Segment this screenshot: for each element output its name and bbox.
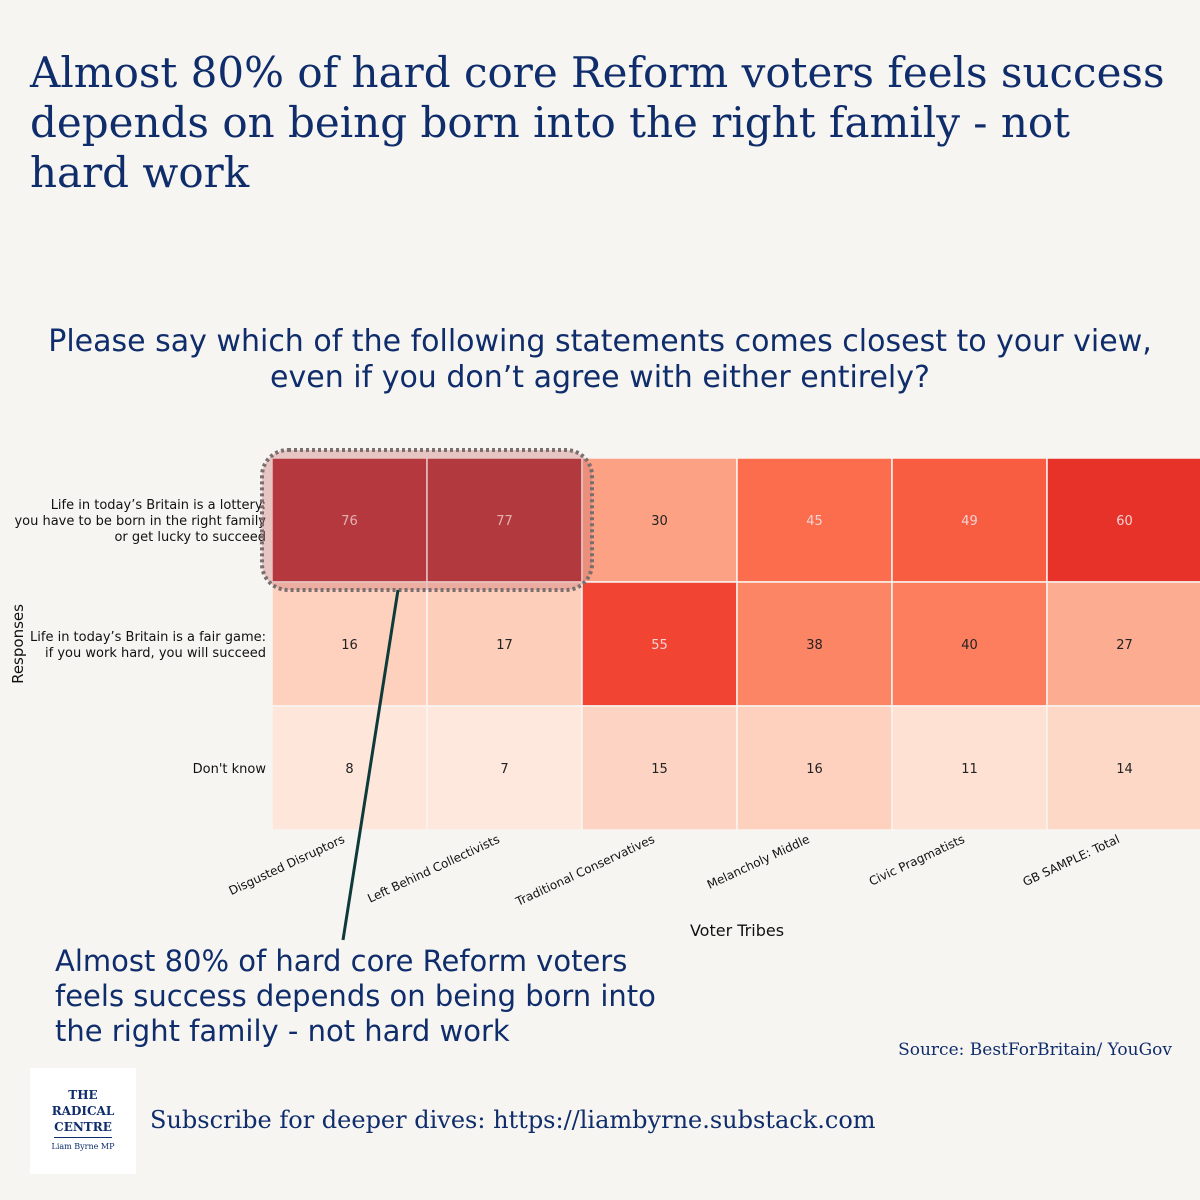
cell-value: 38: [806, 638, 823, 653]
column-label: Traditional Conservatives: [513, 832, 657, 909]
heatmap-cell: [426, 705, 583, 831]
row-label: Don't know: [193, 762, 267, 777]
headline: Almost 80% of hard core Reform voters fe…: [30, 48, 1165, 197]
highlight-annotation: Almost 80% of hard core Reform voters fe…: [55, 944, 656, 1048]
logo-line-4: Liam Byrne MP: [51, 1142, 115, 1151]
cell-value: 49: [961, 514, 978, 529]
highlight-box: [260, 448, 594, 592]
heatmap-cell: [736, 705, 893, 831]
row-label: you have to be born in the right family: [14, 514, 266, 529]
y-axis-label: Responses: [9, 604, 27, 684]
x-axis-label: Voter Tribes: [690, 921, 784, 940]
heatmap-cell: [1046, 581, 1200, 707]
cell-value: 8: [345, 762, 353, 777]
cell-value: 15: [651, 762, 668, 777]
heatmap-cell: [891, 705, 1048, 831]
cell-value: 27: [1116, 638, 1133, 653]
row-label: Life in today’s Britain is a lottery:: [51, 498, 266, 513]
annotation-pointer-line: [341, 589, 400, 941]
heatmap-cell: [581, 705, 738, 831]
survey-question: Please say which of the following statem…: [48, 324, 1152, 395]
column-label: GB SAMPLE: Total: [1021, 832, 1122, 889]
column-label: Left Behind Collectivists: [365, 832, 501, 906]
cell-value: 55: [651, 638, 668, 653]
column-label: Disgusted Disruptors: [227, 832, 347, 898]
logo-rule: [54, 1137, 112, 1138]
heatmap-cell: [736, 581, 893, 707]
heatmap-chart: 76 77 30 45 49 60 Life in today’s Britain is a…: [9, 448, 1200, 941]
row-label: if you work hard, you will succeed: [45, 646, 266, 661]
cell-value: 60: [1116, 514, 1133, 529]
cell-value: 76: [341, 514, 358, 529]
row-label: or get lucky to succeed: [114, 530, 266, 545]
heatmap-cell: [1046, 705, 1200, 831]
radical-centre-logo: THE RADICAL CENTRE Liam Byrne MP: [30, 1068, 136, 1174]
cell-value: 17: [496, 638, 513, 653]
column-label: Civic Pragmatists: [867, 832, 967, 889]
heatmap-cell: [271, 457, 428, 583]
logo-line-2: RADICAL: [51, 1104, 115, 1118]
logo-line-1: THE: [68, 1088, 98, 1102]
subscribe-link[interactable]: Subscribe for deeper dives: https://liam…: [150, 1106, 876, 1134]
cell-value: 77: [496, 514, 513, 529]
cell-value: 7: [500, 762, 508, 777]
logo-line-3: CENTRE: [54, 1120, 112, 1134]
heatmap-cell: [271, 581, 428, 707]
cell-value: 16: [806, 762, 823, 777]
heatmap-cell: [426, 581, 583, 707]
heatmap-cell: [271, 705, 428, 831]
column-label: Melancholy Middle: [705, 832, 812, 892]
source-note: Source: BestForBritain/ YouGov: [898, 1040, 1172, 1060]
heatmap-cell: [581, 581, 738, 707]
heatmap-cell: [581, 457, 738, 583]
cell-value: 45: [806, 514, 823, 529]
cell-value: 11: [961, 762, 978, 777]
row-label: Life in today’s Britain is a fair game:: [30, 630, 266, 645]
cell-value: 14: [1116, 762, 1133, 777]
cell-value: 40: [961, 638, 978, 653]
heatmap-cell: [891, 457, 1048, 583]
heatmap-cell: [736, 457, 893, 583]
cell-value: 30: [651, 514, 668, 529]
cell-value: 16: [341, 638, 358, 653]
